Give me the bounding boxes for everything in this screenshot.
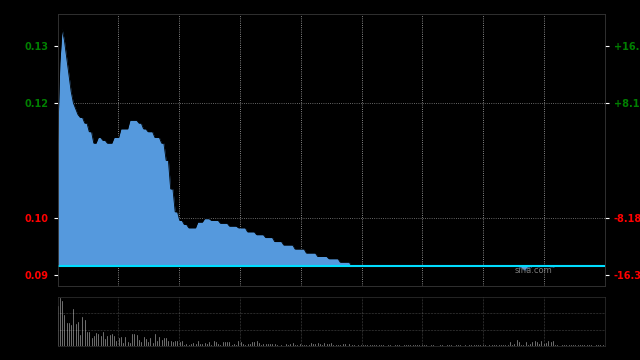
Text: sina.com: sina.com xyxy=(515,266,552,275)
